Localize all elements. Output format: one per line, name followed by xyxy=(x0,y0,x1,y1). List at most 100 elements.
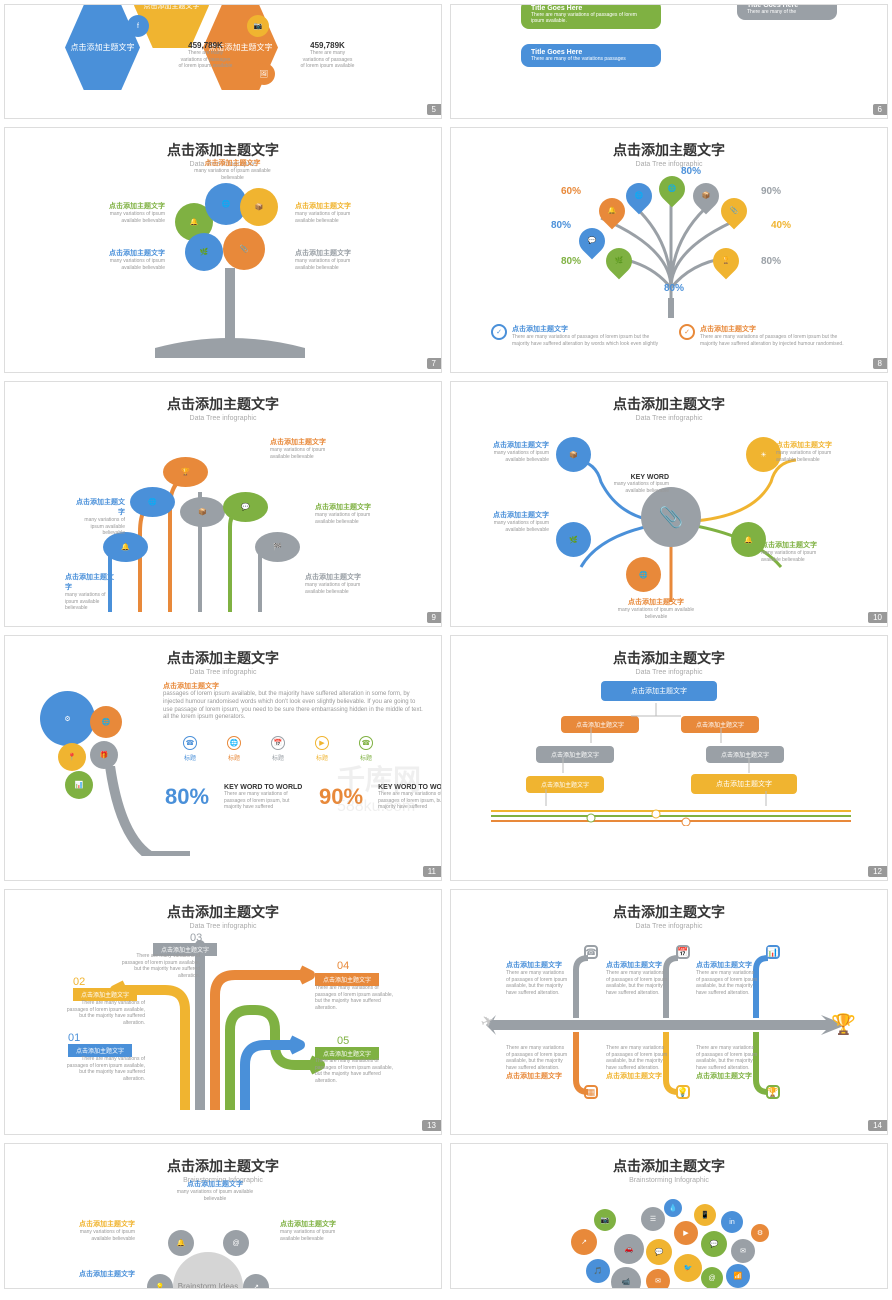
node-body: many variations of ipsum available belie… xyxy=(270,447,335,460)
chart-icon: 📊 xyxy=(766,945,780,959)
node-body: many variations of ipsum available belie… xyxy=(761,550,826,563)
bubble-green: Title Goes Here There are many variation… xyxy=(521,4,661,29)
body: many variations of ipsum available belie… xyxy=(280,1229,345,1242)
slide-title: 点击添加主题文字 xyxy=(5,140,441,160)
page-number: 11 xyxy=(423,866,441,877)
trophy-icon: 🏆 xyxy=(766,1085,780,1099)
pct: 40% xyxy=(771,220,791,231)
check-icon: ✓ xyxy=(679,324,695,340)
kbody: There are many variations of passages of… xyxy=(378,791,442,811)
gift-icon: 🎁 xyxy=(90,741,118,769)
pct: 80% xyxy=(551,220,571,231)
page-number: 5 xyxy=(427,104,441,115)
cloud-icon: 🏆 xyxy=(163,457,208,487)
page-number: 6 xyxy=(873,104,887,115)
plant-icon: 🌿 xyxy=(556,522,591,557)
slide-16: 点击添加主题文字 Brainstorming Infographic ↗ 📷 🚗… xyxy=(450,1143,888,1289)
slide-subtitle: Data Tree infographic xyxy=(451,923,887,930)
check-icon: ✓ xyxy=(491,324,507,340)
share-icon: ↗ xyxy=(243,1274,269,1289)
slide-title: 点击添加主题文字 xyxy=(5,648,441,668)
slide-5: 点击添加主题文字 点击添加主题文字 点击添加主题文字 点击添加主题文字 👥 f … xyxy=(4,4,442,119)
slide-9: 点击添加主题文字 Data Tree infographic 🔔 🌐 🏆 📦 💬… xyxy=(4,381,442,627)
bubble-text: There are many of the variations passage… xyxy=(531,56,651,62)
slide-title: 点击添加主题文字 xyxy=(5,1156,441,1176)
camera-icon: 📷 xyxy=(247,15,269,37)
footer-body: There are many variations of passages of… xyxy=(700,334,847,347)
box-icon: 📦 xyxy=(556,437,591,472)
num: 02 xyxy=(73,976,85,988)
pct: 90% xyxy=(319,784,363,811)
slide-11: 点击添加主题文字 Data Tree infographic ⚙ 🌐 📍 🎁 📊… xyxy=(4,635,442,881)
stat-body: There are many variations of passages of… xyxy=(300,50,355,70)
node-label: 点击添加主题文字 xyxy=(776,440,841,450)
node-label: 点击添加主题文字 xyxy=(70,497,125,517)
slide-title: 点击添加主题文字 xyxy=(451,902,887,922)
num: 05 xyxy=(337,1035,349,1047)
node-body: many variations of ipsum available belie… xyxy=(295,258,365,271)
node-body: many variations of ipsum available belie… xyxy=(70,517,125,537)
kw: KEY WORD TO WORLD xyxy=(224,784,304,791)
slide-title: 点击添加主题文字 xyxy=(451,140,887,160)
para-label: 点击添加主题文字 xyxy=(163,681,423,691)
bubble-title: Title Goes Here xyxy=(531,5,582,12)
node-label: 点击添加主题文字 xyxy=(280,1219,345,1229)
body: There are many variations of passages of… xyxy=(606,1045,668,1071)
num: 04 xyxy=(337,960,349,972)
clip-icon: 📎 xyxy=(223,228,265,270)
node-label: 点击添加主题文字 xyxy=(95,248,165,258)
body: There are many variations of passages of… xyxy=(506,1045,568,1071)
trophy-icon: 🏆 xyxy=(831,1012,856,1037)
bubble-gray: Title Goes Here There are many of the xyxy=(737,4,837,20)
stat-body: There are many variations of passages of… xyxy=(178,50,233,70)
slide-title: 点击添加主题文字 xyxy=(5,902,441,922)
slide-15: 点击添加主题文字 Brainstorming Infographic Brain… xyxy=(4,1143,442,1289)
pct: 80% xyxy=(681,166,701,177)
bell-icon: 🔔 xyxy=(168,1230,194,1256)
slide-subtitle: Data Tree infographic xyxy=(5,415,441,422)
kbody: There are many variations of passages of… xyxy=(224,791,304,811)
slide-12: 点击添加主题文字 Data Tree infographic 点击添加主题文字 … xyxy=(450,635,888,881)
body: There are many variations of passages of… xyxy=(606,970,668,996)
slide-title: 点击添加主题文字 xyxy=(5,394,441,414)
node-body: many variations of ipsum available belie… xyxy=(491,520,549,533)
mini-icon: ▶ xyxy=(315,736,329,750)
body: There are many variations of passages of… xyxy=(696,1045,758,1071)
bulb-icon: 💡 xyxy=(676,1085,690,1099)
grid-icon: ▦ xyxy=(584,1085,598,1099)
node-body: many variations of ipsum available belie… xyxy=(185,168,280,181)
body: many variations of ipsum available belie… xyxy=(70,1229,135,1242)
page-number: 12 xyxy=(868,866,887,877)
para-body: passages of lorem ipsum available, but t… xyxy=(163,691,423,722)
icon-label: 标题 xyxy=(227,753,241,762)
slide-subtitle: Data Tree infographic xyxy=(5,923,441,930)
page-number: 7 xyxy=(427,358,441,369)
body: There are many variations of passages of… xyxy=(65,1000,145,1026)
node-label: 点击添加主题文字 xyxy=(606,960,668,970)
node-label: 点击添加主题文字 xyxy=(606,1071,668,1081)
node-label: 点击添加主题文字 xyxy=(295,248,365,258)
pct: 80% xyxy=(165,784,209,811)
body: There are many variations of passages of… xyxy=(506,970,568,996)
mini-icon: 📅 xyxy=(271,736,285,750)
node-body: many variations of ipsum available belie… xyxy=(95,258,165,271)
body: There are many variations of passages of… xyxy=(696,970,758,996)
cloud-icon: 🔔 xyxy=(103,532,148,562)
node-label: 点击添加主题文字 xyxy=(70,1269,135,1279)
slide-title: 点击添加主题文字 xyxy=(451,648,887,668)
node-label: 点击添加主题文字 xyxy=(315,502,380,512)
at-icon: @ xyxy=(223,1230,249,1256)
node-label: 点击添加主题文字 xyxy=(65,572,120,592)
node-body: many variations of ipsum available belie… xyxy=(776,450,841,463)
hex-label: 点击添加主题文字 xyxy=(71,42,135,53)
hex-label: 点击添加主题文字 xyxy=(144,4,200,11)
facebook-icon: f xyxy=(127,15,149,37)
slide-subtitle: Data Tree infographic xyxy=(451,415,887,422)
slide-6: Title Goes Here There are many variation… xyxy=(450,4,888,119)
body: There are many variations of passages of… xyxy=(315,985,395,1011)
kw: KEY WORD TO WORLD xyxy=(378,784,442,791)
cloud-icon: 🏁 xyxy=(255,532,300,562)
pct: 80% xyxy=(561,256,581,267)
node-label: 点击添加主题文字 xyxy=(761,540,826,550)
keyword: KEY WORD xyxy=(611,474,669,481)
